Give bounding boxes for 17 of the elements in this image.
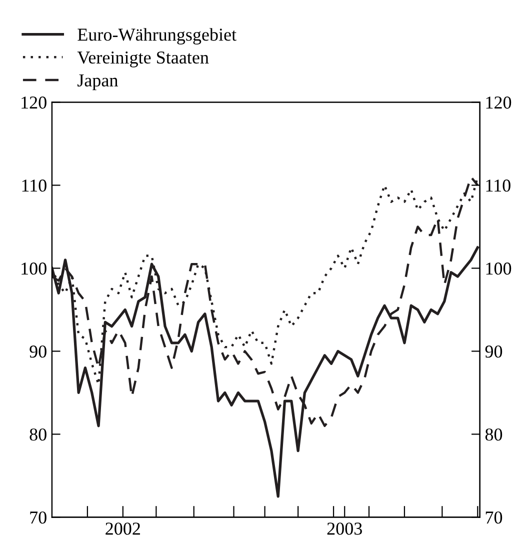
- y-tick-label: 70: [30, 511, 46, 524]
- x-tick-label: 2003: [327, 522, 362, 535]
- y2-tick-label: 90: [485, 345, 502, 358]
- y-tick-label: 110: [22, 179, 46, 192]
- x-tick-label: 2002: [106, 522, 140, 535]
- y2-tick-label: 110: [486, 179, 510, 192]
- y2-tick-label: 120: [486, 96, 512, 109]
- y-tick-label: 90: [30, 345, 46, 358]
- y2-tick-label: 80: [485, 428, 502, 441]
- legend-label: Japan: [78, 74, 118, 90]
- y2-tick-label: 70: [486, 511, 502, 524]
- legend-label: Euro-Währungsgebiet: [78, 28, 236, 44]
- y-tick-label: 120: [22, 96, 46, 109]
- y2-tick-label: 100: [486, 262, 512, 275]
- y-tick-label: 100: [22, 262, 46, 275]
- legend-label: Vereinigte Staaten: [77, 52, 209, 68]
- y-tick-label: 80: [30, 428, 46, 441]
